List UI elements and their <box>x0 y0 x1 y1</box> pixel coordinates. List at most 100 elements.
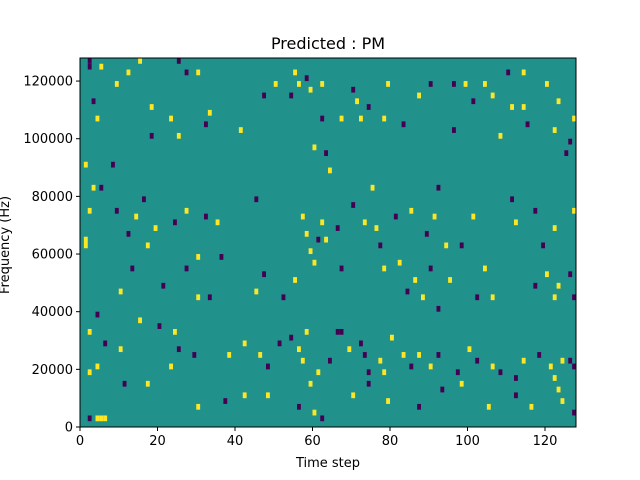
heatmap-cell <box>483 265 487 272</box>
heatmap-cell <box>192 352 197 358</box>
heatmap-cell <box>308 248 313 255</box>
heatmap-cell <box>103 340 108 347</box>
heatmap-cell <box>95 115 100 122</box>
heatmap-cell <box>572 207 576 214</box>
heatmap-cell <box>173 328 177 335</box>
heatmap-cell <box>176 346 181 353</box>
heatmap-cell <box>149 132 154 139</box>
heatmap-cell <box>366 369 371 376</box>
heatmap-cell <box>386 398 390 404</box>
heatmap-cell <box>324 150 328 157</box>
heatmap-cell <box>273 81 278 87</box>
heatmap-cell <box>219 254 224 260</box>
heatmap-cell <box>145 242 150 249</box>
heatmap-cell <box>498 132 503 139</box>
heatmap-cell <box>424 230 429 237</box>
heatmap-cell <box>304 75 309 82</box>
y-tick-label: 100000 <box>23 132 73 147</box>
heatmap-cell <box>397 259 402 266</box>
heatmap-cell <box>320 415 325 422</box>
heatmap-cell <box>552 294 557 301</box>
heatmap-cell <box>300 357 305 364</box>
heatmap-cell <box>366 104 371 110</box>
heatmap-cell <box>568 138 573 145</box>
heatmap-cell <box>204 121 208 128</box>
heatmap-cell <box>483 81 487 87</box>
heatmap-cell <box>525 121 530 128</box>
heatmap-cell <box>452 81 456 87</box>
y-axis-label: Frequency (Hz) <box>0 196 13 294</box>
heatmap-cell <box>184 265 189 272</box>
heatmap-cell <box>339 265 344 272</box>
heatmap-cell <box>297 346 301 353</box>
y-tick-label: 0 <box>65 421 73 436</box>
heatmap-cell <box>374 225 379 231</box>
heatmap-cell <box>568 357 573 364</box>
heatmap-cell <box>87 63 92 70</box>
heatmap-cell <box>471 213 476 220</box>
heatmap-cell <box>475 294 480 301</box>
heatmap-cell <box>545 81 549 87</box>
heatmap-cell <box>134 213 139 220</box>
heatmap-cell <box>467 346 472 353</box>
heatmap-cell <box>386 81 390 87</box>
heatmap-cell <box>506 69 511 76</box>
heatmap-cell <box>289 92 294 99</box>
heatmap-cell <box>227 352 232 358</box>
heatmap-cell <box>328 167 332 174</box>
heatmap-cell <box>215 219 220 226</box>
heatmap-cell <box>417 403 421 410</box>
heatmap-cell <box>238 127 243 133</box>
heatmap-cell <box>312 409 317 416</box>
heatmap-cell <box>572 294 576 301</box>
heatmap-cell <box>490 92 495 99</box>
heatmap-cell <box>149 104 154 110</box>
heatmap-cell <box>91 98 96 105</box>
heatmap-cell <box>552 225 557 231</box>
heatmap-cell <box>382 265 387 272</box>
heatmap-cell <box>324 236 328 243</box>
heatmap-cell <box>432 213 437 220</box>
heatmap-cell <box>351 202 356 208</box>
heatmap-cell <box>281 294 286 301</box>
heatmap-cell <box>169 115 173 122</box>
heatmap-cell <box>196 254 201 260</box>
heatmap-cell <box>409 363 414 370</box>
heatmap-cell <box>401 121 406 128</box>
heatmap-cell <box>328 357 332 364</box>
heatmap-cell <box>572 115 576 122</box>
heatmap-cell <box>436 305 441 312</box>
heatmap-cell <box>533 207 538 214</box>
heatmap-cell <box>207 294 212 301</box>
heatmap-cell <box>529 403 534 410</box>
heatmap-cell <box>262 92 266 99</box>
heatmap-cell <box>126 69 131 76</box>
heatmap-cell <box>103 415 108 422</box>
heatmap-cell <box>83 161 88 168</box>
heatmap-cell <box>366 380 371 387</box>
heatmap-cell <box>126 230 131 237</box>
heatmap-cell <box>138 317 142 324</box>
heatmap-cell <box>173 219 177 226</box>
heatmap-cell <box>316 369 321 376</box>
heatmap-cell <box>382 369 387 376</box>
heatmap-cell <box>409 207 414 214</box>
heatmap-cell <box>297 403 301 410</box>
heatmap-cell <box>405 288 410 295</box>
heatmap-cell <box>254 196 259 203</box>
heatmap-cell <box>308 86 313 93</box>
heatmap-cell <box>351 86 356 93</box>
heatmap-cell <box>289 334 294 341</box>
heatmap-cell <box>184 207 189 214</box>
heatmap-cell <box>95 415 100 422</box>
heatmap-cell <box>552 375 557 381</box>
heatmap-cell <box>91 184 96 191</box>
heatmap-cell <box>312 144 317 151</box>
heatmap-cell <box>153 225 158 231</box>
heatmap-cell <box>196 294 201 301</box>
heatmap-cell <box>87 415 92 422</box>
heatmap-cell <box>242 392 247 399</box>
heatmap-cell <box>521 104 526 110</box>
heatmap-cell <box>417 352 421 358</box>
